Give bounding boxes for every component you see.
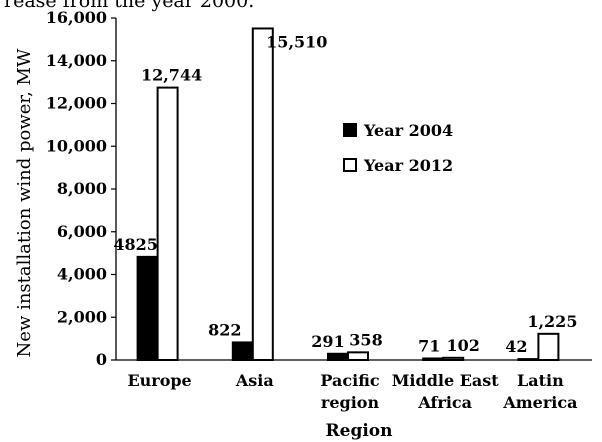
y-tick-label: 8,000 — [57, 179, 107, 198]
legend: Year 2004 Year 2012 — [343, 121, 453, 175]
data-label: 71 — [418, 336, 440, 355]
y-tick-label: 10,000 — [46, 136, 107, 155]
x-axis-title: Region — [326, 421, 393, 441]
y-tick-label: 4,000 — [57, 265, 107, 284]
legend-label: Year 2012 — [363, 156, 453, 175]
y-tick-label: 0 — [96, 350, 107, 369]
bar-year-2004 — [231, 341, 254, 361]
data-label: 4825 — [113, 235, 158, 254]
caption-fragment: rease from the year 2000. — [4, 0, 255, 12]
x-tick-label: America — [502, 393, 577, 412]
legend-label: Year 2004 — [363, 121, 453, 140]
y-tick-label: 2,000 — [57, 307, 107, 326]
bar-year-2004 — [422, 357, 445, 361]
legend-swatch-year-2012 — [343, 158, 357, 172]
x-tick-label: Latin — [517, 371, 564, 390]
data-labels: 4825 12,744 822 15,510 291 358 71 102 421,225 — [113, 32, 577, 356]
bar-year-2012 — [251, 27, 274, 361]
y-tick-label: 14,000 — [46, 51, 107, 70]
axes: 0 2,000 4,000 6,000 8,000 10,000 12,000 14,000 1… — [14, 8, 592, 441]
bar-year-2012 — [156, 86, 179, 362]
x-tick-label: Africa — [417, 393, 472, 412]
bar-year-2004 — [327, 352, 349, 362]
legend-swatch-year-2004 — [343, 123, 357, 137]
data-label: 822 — [208, 320, 241, 339]
data-label: 12,744 — [141, 66, 202, 85]
data-label: 102 — [446, 336, 479, 355]
x-tick-label: region — [321, 393, 380, 412]
x-tick-label: Middle East — [392, 371, 500, 390]
x-tick-label: Pacific — [320, 371, 379, 390]
y-axis-title: New installation wind power, MW — [14, 48, 35, 357]
y-tick-label: 12,000 — [46, 94, 107, 113]
bar-year-2004 — [517, 358, 540, 362]
data-label: 15,510 — [266, 32, 327, 51]
bar-year-2004 — [136, 255, 159, 362]
data-label: 358 — [349, 330, 382, 349]
data-label: 291 — [311, 332, 344, 351]
x-tick-label: Europe — [127, 371, 191, 390]
data-label: 1,225 — [527, 312, 577, 331]
x-tick-label: Asia — [235, 371, 274, 390]
y-tick-label: 6,000 — [57, 222, 107, 241]
bar-year-2012 — [347, 351, 369, 361]
bars — [136, 27, 560, 362]
bar-year-2012 — [442, 356, 465, 362]
data-label: 42 — [505, 337, 527, 356]
y-tick-label: 16,000 — [46, 8, 107, 27]
bar-year-2012 — [537, 332, 560, 361]
